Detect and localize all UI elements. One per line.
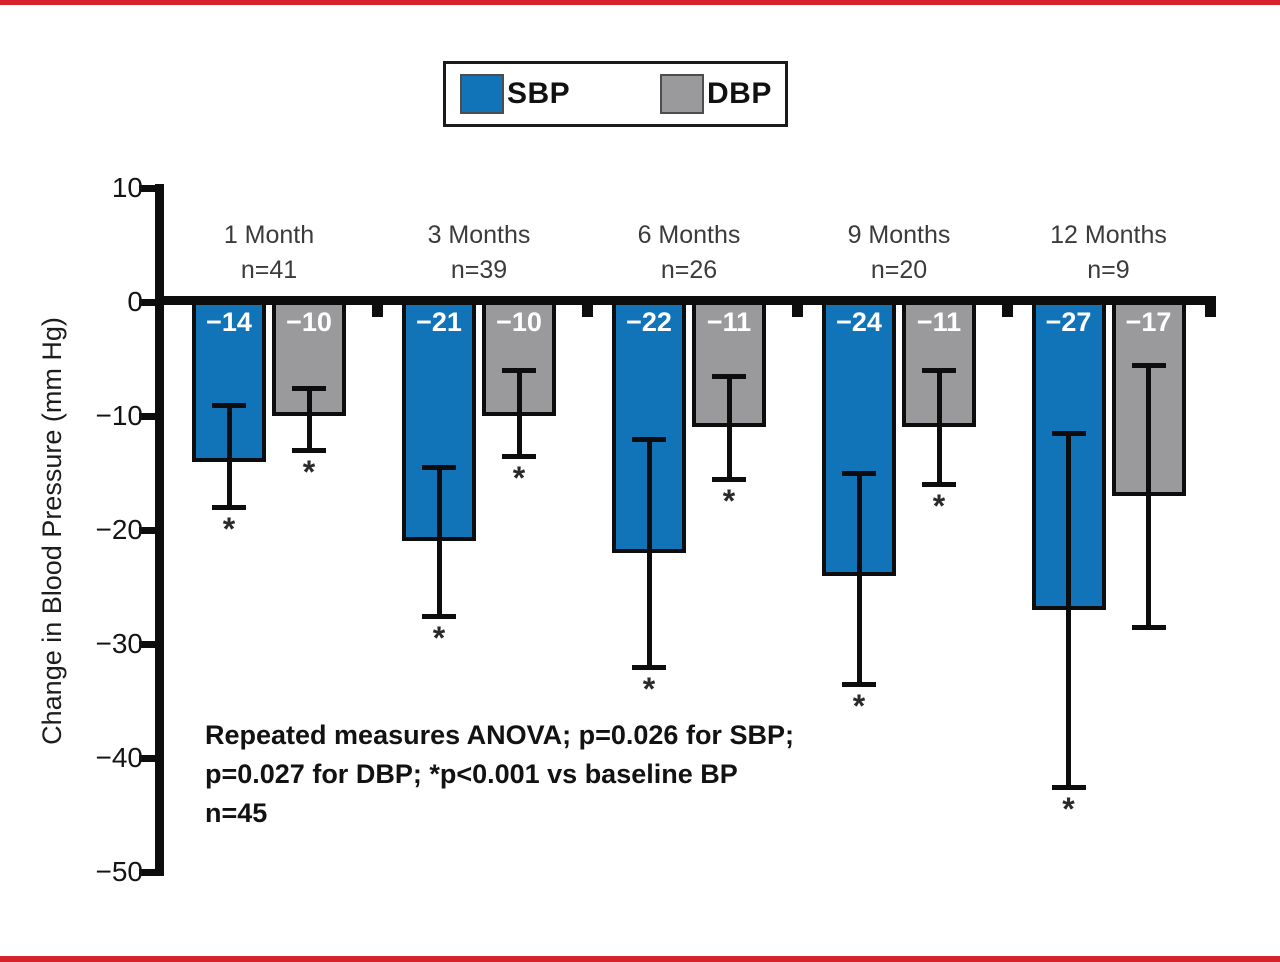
legend-item-dbp: DBP	[660, 64, 772, 124]
error-bar-cap-bottom	[1051, 784, 1086, 790]
bar-value-label: −10	[496, 307, 542, 337]
significance-asterisk: *	[642, 670, 656, 707]
legend-label-dbp: DBP	[707, 77, 772, 110]
y-tick	[139, 755, 157, 762]
error-bar-cap-top	[292, 385, 326, 391]
error-bar-cap-top	[422, 465, 456, 471]
group-label: 6 Months n=26	[579, 218, 799, 288]
y-tick-label: 0	[127, 286, 143, 317]
significance-asterisk: *	[302, 454, 316, 491]
annotation-text: Repeated measures ANOVA; p=0.026 for SBP…	[205, 716, 794, 833]
legend-swatch-sbp	[460, 74, 504, 114]
error-bar-line	[936, 370, 942, 485]
y-tick	[139, 185, 157, 192]
error-bar-line	[646, 438, 652, 667]
group-period-label: 6 Months	[637, 221, 741, 249]
bar-value-label: −21	[416, 307, 462, 337]
annotation-line: Repeated measures ANOVA; p=0.026 for SBP…	[205, 720, 794, 750]
error-bar-cap-top	[1051, 431, 1086, 437]
y-tick	[139, 299, 157, 306]
significance-asterisk: *	[1062, 790, 1075, 827]
bar-value-label: −22	[626, 307, 672, 337]
significance-asterisk: *	[432, 619, 446, 656]
error-bar-cap-top	[712, 374, 746, 380]
y-tick	[139, 641, 157, 648]
y-tick-label: −30	[95, 628, 144, 659]
legend-label-sbp: SBP	[507, 77, 571, 110]
error-bar-cap-bottom	[712, 476, 746, 482]
error-bar-line	[856, 473, 862, 684]
error-bar-cap-bottom	[1131, 624, 1166, 630]
error-bar-line	[516, 370, 522, 456]
x-axis-tick	[581, 303, 593, 317]
group-label: 1 Month n=41	[159, 218, 379, 288]
bottom-border-line	[0, 956, 1280, 962]
group-n-label: n=41	[240, 256, 298, 284]
group-n-label: n=9	[1087, 256, 1130, 284]
group-label: 9 Months n=20	[789, 218, 1009, 288]
group-period-label: 1 Month	[223, 221, 315, 249]
error-bar-cap-top	[632, 436, 666, 442]
error-bar-cap-top	[922, 368, 956, 374]
legend-item-sbp: SBP	[460, 64, 570, 124]
error-bar-line	[436, 467, 442, 616]
x-axis-tick	[371, 303, 383, 317]
bar-value-label: −14	[206, 307, 252, 337]
y-tick	[139, 413, 157, 420]
x-axis-line	[155, 296, 1216, 305]
significance-asterisk: *	[722, 482, 736, 519]
error-bar-cap-top	[842, 471, 876, 476]
significance-asterisk: *	[932, 488, 946, 525]
y-tick	[139, 527, 157, 534]
y-tick-label: −20	[95, 514, 144, 545]
error-bar-cap-top	[1131, 362, 1166, 368]
error-bar-cap-bottom	[292, 448, 326, 454]
group-period-label: 3 Months	[427, 221, 531, 249]
significance-asterisk: *	[512, 459, 526, 496]
x-axis-tick	[791, 303, 803, 317]
error-bar-line	[1066, 433, 1071, 787]
annotation-line: n=45	[205, 798, 268, 828]
significance-asterisk: *	[222, 511, 236, 548]
significance-asterisk: *	[852, 687, 866, 724]
error-bar-line	[226, 404, 232, 508]
bar-value-label: −11	[916, 307, 962, 337]
y-tick	[139, 869, 157, 876]
bar-value-label: −17	[1125, 307, 1172, 337]
group-period-label: 9 Months	[847, 221, 951, 249]
error-bar-line	[726, 376, 732, 479]
error-bar-cap-bottom	[922, 482, 956, 488]
error-bar-cap-top	[502, 368, 536, 374]
top-border-line	[0, 0, 1280, 5]
y-tick-label: −40	[95, 742, 144, 773]
bar-value-label: −11	[706, 307, 752, 337]
bar-value-label: −24	[836, 307, 882, 337]
error-bar-cap-bottom	[632, 664, 666, 670]
legend-swatch-dbp	[660, 74, 704, 114]
bar-value-label: −10	[286, 307, 332, 337]
group-label: 12 Months n=9	[999, 218, 1219, 288]
error-bar-cap-bottom	[422, 613, 456, 619]
group-n-label: n=20	[870, 256, 928, 284]
error-bar-cap-bottom	[502, 453, 536, 459]
y-axis-line	[155, 184, 164, 876]
legend: SBP DBP	[443, 61, 788, 127]
error-bar-cap-top	[212, 402, 246, 408]
bar-value-label: −27	[1045, 307, 1092, 337]
group-label: 3 Months n=39	[369, 218, 589, 288]
error-bar-cap-bottom	[842, 681, 876, 687]
group-period-label: 12 Months	[1050, 221, 1167, 249]
error-bar-line	[1146, 364, 1151, 627]
x-axis-tick	[1205, 303, 1216, 317]
y-tick-label: −10	[95, 400, 144, 431]
error-bar-cap-bottom	[212, 505, 246, 511]
x-axis-tick	[1001, 303, 1013, 317]
group-n-label: n=39	[450, 256, 508, 284]
annotation-line: p=0.027 for DBP; *p<0.001 vs baseline BP	[205, 759, 738, 789]
y-tick-label: −50	[95, 856, 144, 887]
group-n-label: n=26	[660, 256, 718, 284]
y-tick-label: 10	[111, 172, 143, 203]
error-bar-line	[306, 387, 312, 451]
